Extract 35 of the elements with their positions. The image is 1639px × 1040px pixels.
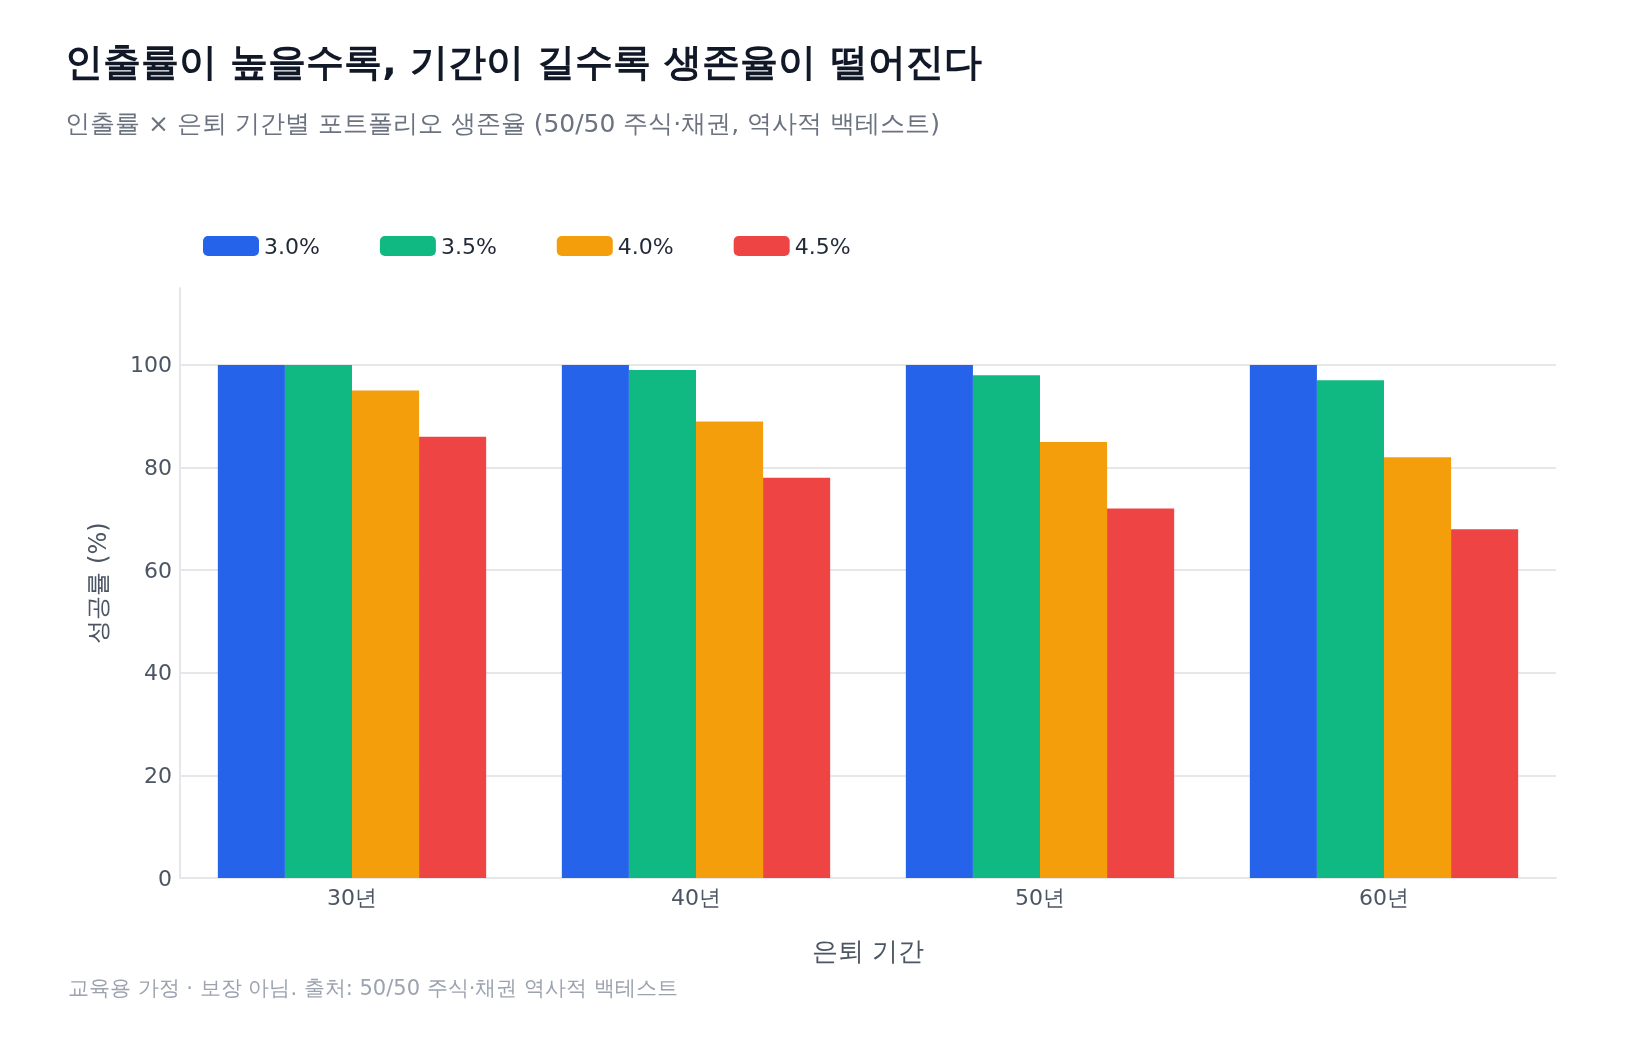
x-axis-title: 은퇴 기간 <box>811 936 925 966</box>
text: 교육용 가정 · 보장 아님. 출처: 50/50 주식·채권 역사적 백테스트 <box>68 975 678 1000</box>
bar <box>972 375 1040 878</box>
chart-subtitle: 인출률 × 은퇴 기간별 포트폴리오 생존율 (50/50 주식·채권, 역사적 백테스트) <box>65 109 940 138</box>
bar <box>628 370 696 878</box>
y-tick-label: 80 <box>144 455 172 481</box>
bar <box>763 477 831 878</box>
x-tick-label: 60년 <box>1359 884 1409 910</box>
y-tick-label: 20 <box>144 762 172 788</box>
bar <box>1040 441 1108 878</box>
bar <box>419 436 487 878</box>
bar <box>284 364 352 878</box>
bar <box>352 390 420 878</box>
y-tick-label: 100 <box>130 352 172 378</box>
legend-label: 3.5% <box>440 233 497 259</box>
chart-title: 인출률이 높을수록, 기간이 길수록 생존율이 떨어진다 <box>65 40 982 84</box>
legend-label: 4.5% <box>794 233 851 259</box>
bar <box>561 364 629 878</box>
x-tick-label: 50년 <box>1015 884 1065 910</box>
legend-label: 3.0% <box>264 233 320 259</box>
bar <box>217 364 285 878</box>
legend-label: 4.0% <box>617 233 674 259</box>
bar <box>1451 529 1519 878</box>
bar <box>1249 364 1317 878</box>
y-axis-title: 성공률 (%) <box>84 522 112 644</box>
y-tick-label: 60 <box>144 557 172 583</box>
x-tick-label: 40년 <box>671 884 721 910</box>
bar <box>1316 380 1384 878</box>
bar <box>696 421 764 878</box>
x-tick-label: 30년 <box>327 884 377 910</box>
bar <box>1107 508 1175 878</box>
y-tick-label: 0 <box>158 865 172 891</box>
y-tick-label: 40 <box>144 660 172 686</box>
bar <box>905 364 973 878</box>
bar <box>1384 457 1452 878</box>
